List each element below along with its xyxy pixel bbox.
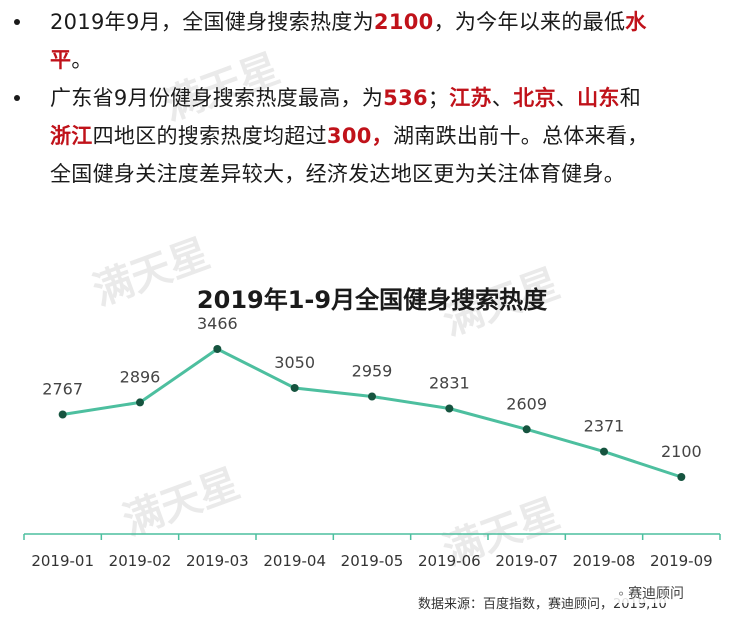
data-point [290,383,299,392]
brand-name: 赛迪顾问 [628,586,685,602]
data-point [58,410,67,419]
data-label: 2896 [120,367,161,386]
body-text: 湖南跌出前十。总体来看， [392,124,649,148]
data-label: 3050 [274,353,315,372]
bullet-line: 2019年9月，全国健身搜索热度为2100，为今年以来的最低水 [50,8,647,36]
data-point [368,392,376,401]
body-text: 和 [619,86,641,110]
x-tick-label: 2019-03 [186,552,249,570]
x-tick-label: 2019-04 [263,552,326,570]
data-point [677,473,686,481]
data-label: 2831 [429,374,470,393]
data-point [522,425,531,434]
data-label: 2767 [42,379,83,398]
highlight-text: 浙江 [50,124,93,148]
data-point [213,345,222,353]
highlight-text: 300， [326,124,393,148]
data-label: 2371 [584,417,625,436]
highlight-text: 2100 [373,10,434,34]
body-text: 全国健身关注度差异较大，经济发达地区更为关注体育健身。 [50,162,626,186]
body-text: 广东省9月份健身搜索热度最高，为 [50,86,384,110]
x-tick-label: 2019-01 [31,552,94,570]
body-text: 四地区的搜索热度均超过 [92,124,327,148]
wechat-icon: ⚬ [616,587,627,601]
x-tick-label: 2019-02 [109,552,172,570]
highlight-text: 536 [383,86,428,110]
bullet-line: 浙江四地区的搜索热度均超过300，湖南跌出前十。总体来看， [50,122,649,150]
x-tick-label: 2019-09 [650,552,713,570]
bullet-line: 平。 [50,46,93,74]
bullet-dot [14,95,20,101]
chart-title: 2019年1-9月全国健身搜索热度 [196,286,548,314]
brand-mark: ⚬ 赛迪顾问 [614,583,687,603]
data-label: 2609 [506,394,547,413]
data-label: 3466 [197,314,238,333]
body-text: 、 [491,86,514,110]
data-point [136,398,144,407]
x-tick-label: 2019-06 [418,552,481,570]
body-text: 2019年9月，全国健身搜索热度为 [50,10,374,34]
x-tick-label: 2019-08 [573,552,636,570]
highlight-text: 水 [625,10,647,34]
highlight-text: 山东 [577,86,620,110]
data-point [445,404,454,413]
x-tick-label: 2019-05 [341,552,404,570]
data-source: 数据来源：百度指数，赛迪顾问，2019,10 [418,597,667,612]
body-text: 。 [71,48,93,72]
data-point [600,447,608,456]
data-label: 2100 [661,442,702,461]
x-tick-label: 2019-07 [495,552,558,570]
bullet-line: 全国健身关注度差异较大，经济发达地区更为关注体育健身。 [50,160,625,188]
highlight-text: 北京 [513,86,556,110]
bullet-line: 广东省9月份健身搜索热度最高，为536；江苏、北京、山东和 [50,84,641,112]
body-text: ； [427,86,450,110]
body-text: ，为今年以来的最低 [433,10,626,34]
data-label: 2959 [352,362,393,381]
highlight-text: 江苏 [449,86,492,110]
bullet-dot [14,19,20,25]
highlight-text: 平 [50,48,72,72]
body-text: 、 [555,86,578,110]
